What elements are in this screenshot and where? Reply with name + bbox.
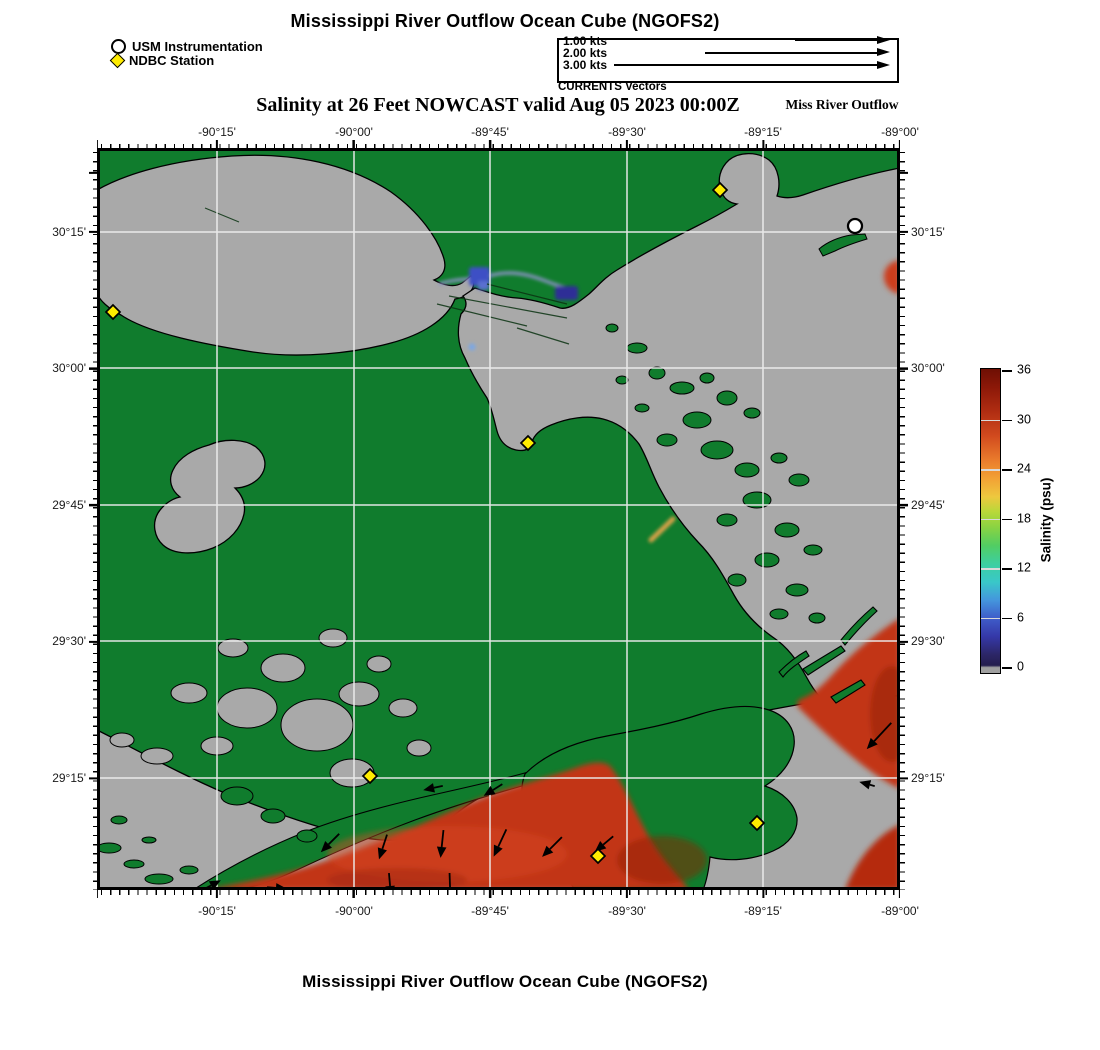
x-axis-label: -90°15' (198, 125, 236, 139)
y-axis-label: 30°00' (52, 361, 86, 375)
colorbar-tick-label: 0 (1017, 659, 1024, 674)
pearl-river-freshwater (438, 267, 578, 351)
currents-scale-arrowhead (877, 36, 890, 45)
ndbc-station-marker (361, 767, 379, 785)
colorbar-tick (1002, 568, 1012, 570)
colorbar-gridline (981, 568, 1000, 570)
colorbar-tick (1002, 617, 1012, 620)
mississippi-sound (457, 152, 900, 756)
currents-scale-arrowhead (877, 48, 890, 57)
map-gridlines (97, 148, 900, 890)
marsh-channels (204, 207, 570, 345)
biloxi-marsh-islands (605, 323, 826, 624)
ndbc-station-marker (748, 814, 766, 832)
right-minor-ticks (900, 148, 905, 890)
currents-scale-line (614, 64, 877, 66)
usm-station-marker (846, 217, 864, 235)
x-axis-label: -89°30' (608, 125, 646, 139)
map-border (97, 148, 900, 890)
station-markers (104, 181, 864, 865)
x-axis-label: -89°00' (881, 904, 919, 918)
x-axis-label: -89°45' (471, 125, 509, 139)
colorbar-gridline (981, 518, 1000, 521)
legend-usm-label: USM Instrumentation (132, 39, 263, 54)
y-axis-label: 29°30' (911, 634, 945, 648)
y-axis-label: 29°45' (911, 498, 945, 512)
colorbar-gridline (981, 617, 1000, 620)
currents-scale-label: 1.00 kts (563, 34, 608, 48)
colorbar-tick-label: 36 (1017, 362, 1031, 377)
currents-scale-label: 2.00 kts (563, 46, 608, 61)
x-axis-label: -89°30' (608, 904, 646, 918)
x-axis-label: -89°15' (744, 125, 782, 139)
ndbc-station-marker (589, 847, 607, 865)
x-axis-label: -90°00' (335, 904, 373, 918)
x-axis-label: -89°15' (744, 904, 782, 918)
colorbar-tick (1002, 370, 1012, 372)
lake-salvador (153, 439, 266, 554)
y-axis-label: 30°15' (911, 225, 945, 239)
bottom-minor-ticks (97, 890, 900, 895)
figure-title-top: Mississippi River Outflow Ocean Cube (NG… (290, 11, 720, 31)
currents-caption: CURRENTS Vectors (558, 81, 667, 93)
currents-scale-line (795, 40, 877, 42)
figure-subtitle: Salinity at 26 Feet NOWCAST valid Aug 05… (256, 94, 740, 116)
brackish-streak (648, 516, 676, 543)
colorbar-tick (1002, 667, 1012, 669)
colorbar-gridline (981, 469, 1000, 471)
y-axis-label: 29°30' (52, 634, 86, 648)
colorbar-tick-label: 24 (1017, 461, 1031, 476)
legend-ndbc: NDBC Station (109, 52, 215, 69)
colorbar-tick (1002, 469, 1012, 471)
colorbar-tick-label: 30 (1017, 412, 1031, 427)
small-islands (97, 233, 868, 885)
colorbar-tick-label: 18 (1017, 511, 1031, 526)
ndbc-diamond-icon (109, 52, 126, 69)
x-axis-label: -90°15' (198, 904, 236, 918)
y-axis-label: 29°15' (911, 771, 945, 785)
top-minor-ticks (97, 143, 900, 148)
salinity-map (97, 148, 900, 890)
x-axis-label: -89°45' (471, 904, 509, 918)
currents-scale-line (705, 52, 877, 54)
usm-circle-icon (111, 39, 126, 54)
barataria-marsh (109, 628, 432, 788)
y-axis-label: 30°15' (52, 225, 86, 239)
x-axis-label: -90°00' (335, 125, 373, 139)
legend-ndbc-label: NDBC Station (129, 53, 215, 68)
y-axis-label: 29°45' (52, 498, 86, 512)
ndbc-station-marker (519, 434, 537, 452)
colorbar-tick (1002, 518, 1012, 521)
currents-scale-arrowhead (877, 60, 890, 69)
colorbar (980, 368, 1001, 674)
colorbar-gridline (981, 419, 1000, 422)
x-axis-label: -89°00' (881, 125, 919, 139)
currents-scale-box (557, 38, 899, 83)
currents-scale-label: 3.00 kts (563, 58, 608, 73)
y-axis-label: 29°15' (52, 771, 86, 785)
outflow-label: Miss River Outflow (785, 97, 899, 112)
y-axis-label: 30°00' (911, 361, 945, 375)
ndbc-station-marker (711, 181, 729, 199)
colorbar-tick-label: 12 (1017, 560, 1031, 575)
chandeleur-islands (778, 606, 878, 704)
left-minor-ticks (92, 148, 97, 890)
figure-title-bottom: Mississippi River Outflow Ocean Cube (NG… (302, 972, 708, 991)
legend-usm: USM Instrumentation (111, 39, 263, 54)
colorbar-title: Salinity (psu) (1038, 477, 1054, 563)
colorbar-tick (1002, 419, 1012, 422)
ndbc-station-marker (104, 303, 122, 321)
colorbar-tick-label: 6 (1017, 610, 1024, 625)
high-salinity-plume (205, 260, 900, 890)
